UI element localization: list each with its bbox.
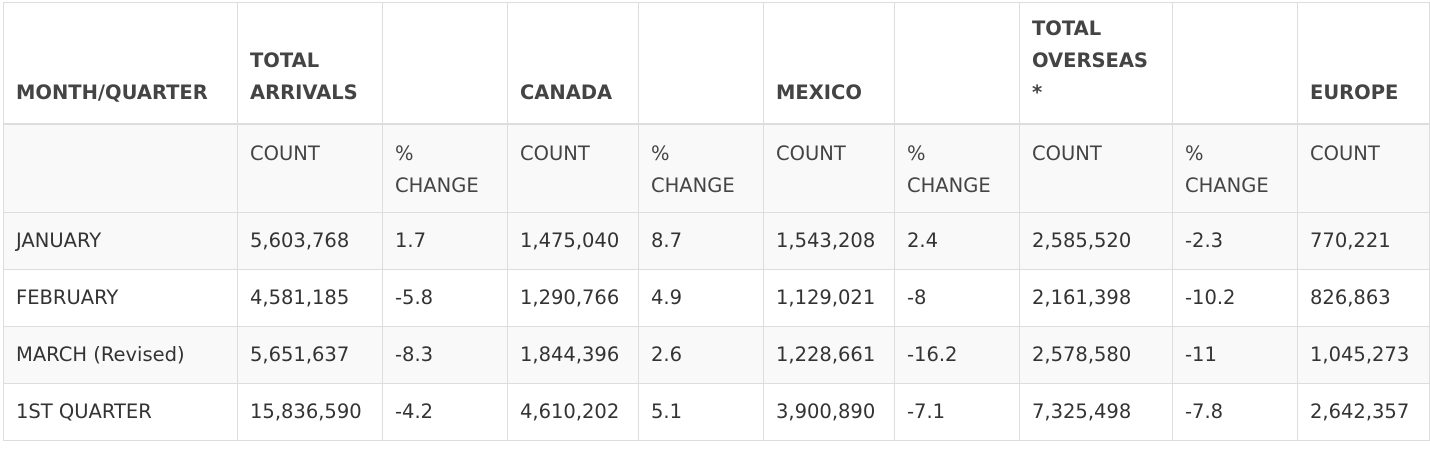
subheader-cell: COUNT [763,123,895,213]
table-cell: JANUARY [3,212,238,270]
header-cell-month-quarter: MONTH/QUARTER [3,2,238,125]
table-cell: 2.6 [638,326,764,384]
header-cell-empty [1172,2,1298,125]
header-cell-canada: CANADA [507,2,639,125]
table-cell: 2,578,580 [1019,326,1173,384]
header-row: MONTH/QUARTER TOTAL ARRIVALS CANADA MEXI… [3,2,1430,125]
table-cell: 2,585,520 [1019,212,1173,270]
table-cell: -16.2 [894,326,1020,384]
table-cell: 7,325,498 [1019,383,1173,441]
subheader-cell [3,123,238,213]
table-cell: 2.4 [894,212,1020,270]
table-cell: -8.3 [382,326,508,384]
subheader-cell: % CHANGE [638,123,764,213]
table-cell: 3,900,890 [763,383,895,441]
table-cell: -8 [894,269,1020,327]
table-cell: 5,651,637 [237,326,383,384]
table-cell: 770,221 [1297,212,1430,270]
header-cell-total-arrivals: TOTAL ARRIVALS [237,2,383,125]
table-cell: -7.8 [1172,383,1298,441]
table-cell: 1,129,021 [763,269,895,327]
table-cell: -7.1 [894,383,1020,441]
table-cell: 15,836,590 [237,383,383,441]
table-cell: -11 [1172,326,1298,384]
subheader-cell: COUNT [507,123,639,213]
table-cell: 8.7 [638,212,764,270]
subheader-cell: % CHANGE [1172,123,1298,213]
header-cell-total-overseas: TOTAL OVERSEAS * [1019,2,1173,125]
table-cell: 4,610,202 [507,383,639,441]
table-cell: 1,290,766 [507,269,639,327]
subheader-cell: % CHANGE [894,123,1020,213]
table-cell: 1,228,661 [763,326,895,384]
table-row: FEBRUARY 4,581,185 -5.8 1,290,766 4.9 1,… [3,269,1430,327]
table-cell: 2,161,398 [1019,269,1173,327]
subheader-cell: % CHANGE [382,123,508,213]
subheader-cell: COUNT [1019,123,1173,213]
table-row: 1ST QUARTER 15,836,590 -4.2 4,610,202 5.… [3,383,1430,441]
table-cell: 5,603,768 [237,212,383,270]
table-cell: -5.8 [382,269,508,327]
table-cell: 2,642,357 [1297,383,1430,441]
table-wrapper: MONTH/QUARTER TOTAL ARRIVALS CANADA MEXI… [3,2,1430,441]
table-row: JANUARY 5,603,768 1.7 1,475,040 8.7 1,54… [3,212,1430,270]
table-cell: FEBRUARY [3,269,238,327]
table-cell: 1ST QUARTER [3,383,238,441]
table-cell: 1,475,040 [507,212,639,270]
subheader-cell: COUNT [237,123,383,213]
table-cell: -4.2 [382,383,508,441]
subheader-cell: COUNT [1297,123,1430,213]
table-cell: MARCH (Revised) [3,326,238,384]
table-cell: -2.3 [1172,212,1298,270]
header-cell-europe: EUROPE [1297,2,1430,125]
header-cell-empty [638,2,764,125]
table-cell: 1,844,396 [507,326,639,384]
header-cell-empty [894,2,1020,125]
table-cell: 4,581,185 [237,269,383,327]
table-cell: -10.2 [1172,269,1298,327]
table-cell: 4.9 [638,269,764,327]
table-cell: 1,045,273 [1297,326,1430,384]
table-cell: 826,863 [1297,269,1430,327]
arrivals-table: MONTH/QUARTER TOTAL ARRIVALS CANADA MEXI… [3,2,1430,441]
table-row: MARCH (Revised) 5,651,637 -8.3 1,844,396… [3,326,1430,384]
header-cell-mexico: MEXICO [763,2,895,125]
table-cell: 1.7 [382,212,508,270]
header-cell-empty [382,2,508,125]
table-cell: 1,543,208 [763,212,895,270]
subheader-row: COUNT % CHANGE COUNT % CHANGE COUNT % CH… [3,123,1430,213]
table-cell: 5.1 [638,383,764,441]
